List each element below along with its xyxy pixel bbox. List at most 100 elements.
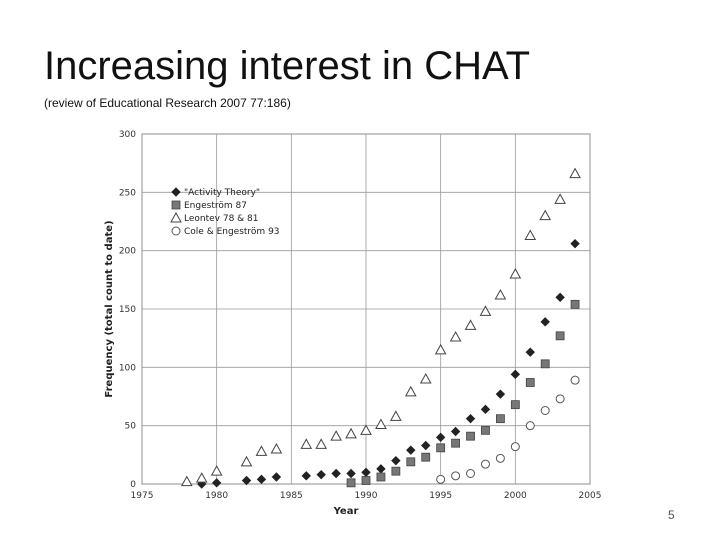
data-point-circle xyxy=(495,453,505,463)
y-tick-label: 50 xyxy=(125,422,137,432)
page-number: 5 xyxy=(668,508,675,522)
data-point-circle xyxy=(510,442,520,452)
data-point-circle xyxy=(570,375,580,385)
data-point-diamond xyxy=(301,471,311,481)
data-point-diamond xyxy=(346,468,356,479)
data-point-diamond xyxy=(525,347,535,357)
x-tick-label: 2000 xyxy=(504,491,527,501)
x-tick-label: 1975 xyxy=(131,491,154,501)
data-point-square xyxy=(421,452,431,462)
legend: "Activity Theory" Engeström 87 Leontev 78 … xyxy=(170,187,280,237)
legend-marker-diamond xyxy=(171,187,181,197)
series-circle xyxy=(436,375,580,484)
data-point-circle xyxy=(540,406,550,415)
data-point-square xyxy=(436,443,446,453)
data-point-diamond xyxy=(406,445,416,455)
data-point-square xyxy=(466,431,475,441)
data-point-diamond xyxy=(316,469,326,480)
y-tick-label: 0 xyxy=(130,480,136,490)
data-point-square xyxy=(361,476,371,485)
legend-marker-circle xyxy=(171,226,181,236)
data-point-square xyxy=(481,425,490,435)
data-point-square xyxy=(495,414,505,424)
data-point-triangle xyxy=(554,193,566,204)
data-point-square xyxy=(555,331,565,341)
data-point-diamond xyxy=(421,440,431,451)
data-point-triangle xyxy=(345,427,357,439)
series-triangle xyxy=(180,167,581,487)
data-point-diamond xyxy=(555,292,565,303)
data-point-square xyxy=(406,457,416,467)
data-point-diamond xyxy=(435,432,446,443)
data-point-triangle xyxy=(180,475,193,487)
data-point-triangle xyxy=(479,305,492,316)
data-point-diamond xyxy=(495,389,506,399)
data-point-triangle xyxy=(195,472,208,483)
data-point-circle xyxy=(451,471,461,481)
data-point-triangle xyxy=(524,229,537,240)
data-point-circle xyxy=(555,394,565,404)
data-point-diamond xyxy=(450,426,461,437)
data-point-diamond xyxy=(570,238,580,249)
data-point-diamond xyxy=(256,474,267,485)
data-point-circle xyxy=(466,469,476,478)
data-point-square xyxy=(525,378,535,387)
data-point-diamond xyxy=(510,369,521,380)
legend-label: Leontev 78 & 81 xyxy=(184,214,259,224)
x-tick-label: 1990 xyxy=(355,491,378,501)
data-point-square xyxy=(391,466,401,476)
legend-label: Cole & Engeström 93 xyxy=(184,227,280,237)
data-point-square xyxy=(376,472,386,482)
data-point-diamond xyxy=(331,468,341,479)
data-point-diamond xyxy=(271,472,282,482)
data-point-triangle xyxy=(449,330,462,342)
legend-label: "Activity Theory" xyxy=(184,188,260,198)
data-point-triangle xyxy=(404,385,417,397)
x-tick-label: 1985 xyxy=(280,491,303,501)
x-tick-label: 2005 xyxy=(579,491,602,501)
data-point-triangle xyxy=(509,267,522,279)
data-point-triangle xyxy=(539,209,552,221)
data-point-diamond xyxy=(465,413,476,424)
data-point-triangle xyxy=(464,319,477,330)
data-point-triangle xyxy=(330,430,342,441)
data-point-triangle xyxy=(569,167,581,179)
data-point-diamond xyxy=(391,455,401,466)
data-point-diamond xyxy=(540,317,550,327)
y-tick-label: 100 xyxy=(119,363,136,373)
y-tick-label: 250 xyxy=(119,188,136,198)
x-tick-label: 1980 xyxy=(205,491,228,501)
legend-marker-triangle xyxy=(170,211,182,223)
y-tick-label: 150 xyxy=(119,305,136,315)
data-point-triangle xyxy=(210,465,223,476)
data-point-triangle xyxy=(390,410,402,421)
y-tick-label: 200 xyxy=(119,247,136,257)
data-point-triangle xyxy=(300,438,313,449)
data-point-square xyxy=(570,299,580,309)
data-point-triangle xyxy=(360,424,372,435)
data-point-diamond xyxy=(241,475,252,486)
y-axis-label: Frequency (total count to date) xyxy=(104,220,115,397)
data-point-triangle xyxy=(240,455,253,467)
data-point-square xyxy=(346,478,356,488)
legend-marker-square xyxy=(171,200,181,210)
y-tick-label: 300 xyxy=(119,130,136,140)
data-point-triangle xyxy=(375,418,387,429)
slide-title: Increasing interest in CHAT xyxy=(44,44,531,88)
data-point-square xyxy=(510,400,520,410)
series-diamond xyxy=(197,238,580,489)
legend-label: Engeström 87 xyxy=(184,201,247,211)
x-axis-label: Year xyxy=(333,506,359,517)
data-point-triangle xyxy=(270,442,283,454)
data-point-triangle xyxy=(315,438,328,449)
frequency-chart: 1975 1980 1985 1990 1995 2000 2005 0 50 100 150 200… xyxy=(104,130,602,517)
series-square xyxy=(346,299,580,488)
data-point-triangle xyxy=(419,372,432,384)
data-point-circle xyxy=(525,421,535,431)
data-point-triangle xyxy=(255,445,268,456)
data-point-square xyxy=(451,438,461,448)
chart-container: 1975 1980 1985 1990 1995 2000 2005 0 50 100 150 200… xyxy=(96,124,616,524)
data-point-circle xyxy=(436,474,446,484)
x-tick-label: 1995 xyxy=(429,491,452,501)
data-point-triangle xyxy=(434,343,447,355)
